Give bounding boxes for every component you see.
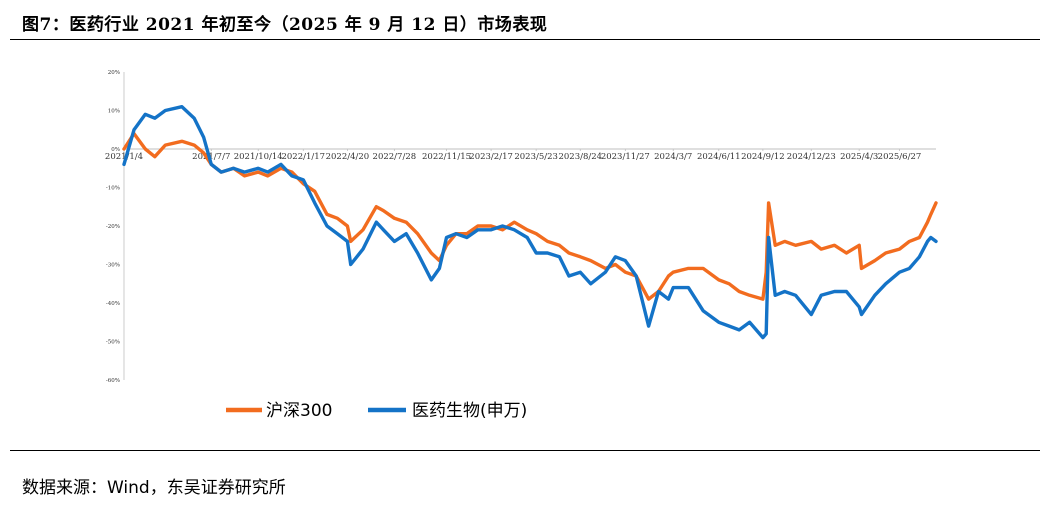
x-tick-label: 2021/10/14 [234,152,283,162]
x-tick-label: 2023/5/23 [514,152,558,162]
x-tick-label: 2023/2/17 [469,152,513,162]
y-tick-label: 20% [108,70,120,76]
y-tick-label: -50% [106,340,120,346]
y-tick-label: -60% [106,378,120,384]
x-tick-label: 2023/8/24 [558,152,602,162]
x-tick-label: 2022/7/28 [373,152,417,162]
series-lines [122,104,938,340]
bottom-rule [10,450,1040,451]
series-line-pharma [122,104,938,340]
x-tick-label: 2021/7/7 [192,152,230,162]
y-tick-label: -20% [106,224,120,230]
legend-label-pharma: 医药生物(申万) [412,401,527,421]
source-note: 数据来源：Wind，东吴证券研究所 [22,478,286,498]
x-tick-label: 2021/1/4 [105,152,143,162]
x-tick-label: 2023/11/27 [601,152,650,162]
legend-label-hs300: 沪深300 [266,401,332,421]
legend: 沪深300 医药生物(申万) [226,401,527,421]
y-tick-label: 0% [111,147,120,153]
y-tick-label: -10% [106,186,120,192]
series-line-hs300 [122,131,938,301]
x-tick-label: 2024/12/23 [787,152,836,162]
top-rule [10,39,1040,40]
x-tick-label: 2022/1/17 [281,152,325,162]
y-tick-label: -40% [106,301,120,307]
x-tick-label: 2022/11/15 [422,152,471,162]
x-tick-label: 2024/9/12 [741,152,785,162]
figure-title: 图7：医药行业 2021 年初至今（2025 年 9 月 12 日）市场表现 [22,15,548,35]
y-tick-label: 10% [108,109,120,115]
x-tick-label: 2025/4/3 [840,152,878,162]
x-tick-label: 2024/6/11 [697,152,741,162]
y-tick-label: -30% [106,263,120,269]
x-tick-label: 2024/3/7 [654,152,692,162]
x-tick-label: 2022/4/20 [326,152,370,162]
x-tick-label: 2025/6/27 [878,152,922,162]
y-axis: 20% 10% 0% -10% -20% -30% -40% -50% -60% [106,70,125,384]
